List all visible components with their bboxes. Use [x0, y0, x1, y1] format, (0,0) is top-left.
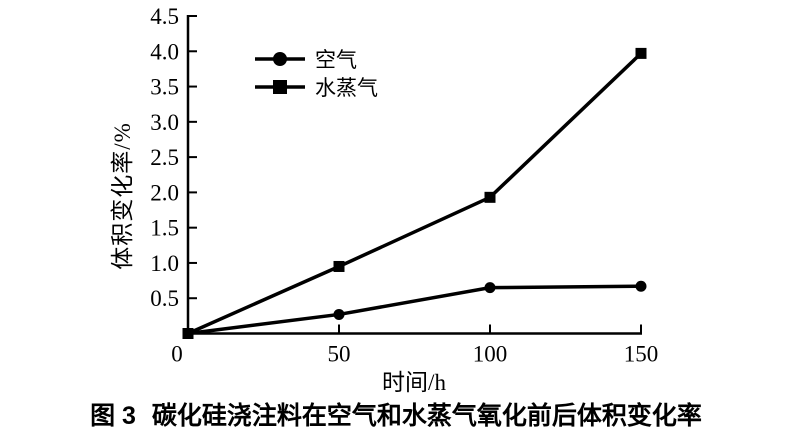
data-point-marker — [484, 282, 496, 294]
data-point-marker — [635, 280, 647, 292]
series-line-空气 — [187, 284, 642, 336]
y-tick-label: 1.5 — [150, 216, 179, 241]
legend-square-marker-icon — [254, 75, 306, 99]
data-point-marker — [333, 308, 345, 320]
x-tick-label: 150 — [624, 342, 659, 367]
y-tick-label: 1.0 — [150, 251, 179, 276]
figure-caption-text: 碳化硅浇注料在空气和水蒸气氧化前后体积变化率 — [151, 402, 702, 430]
legend-label-air: 空气 — [315, 48, 357, 72]
y-tick-label: 0.5 — [150, 286, 179, 311]
data-point-marker — [635, 47, 647, 59]
legend-item-steam: 水蒸气 — [254, 73, 378, 101]
legend: 空气 水蒸气 — [254, 45, 378, 101]
series-line-水蒸气 — [187, 52, 643, 336]
figure-caption: 图 3 碳化硅浇注料在空气和水蒸气氧化前后体积变化率 — [0, 396, 792, 432]
y-tick-label: 2.5 — [150, 145, 179, 170]
data-point-marker — [484, 191, 496, 203]
y-tick-label: 2.0 — [150, 180, 179, 205]
data-point-marker — [182, 328, 194, 339]
x-tick-label: 100 — [473, 342, 508, 367]
data-point-marker — [333, 260, 345, 272]
legend-swatch-line — [255, 52, 305, 66]
x-tick-label: 50 — [328, 342, 351, 367]
y-tick-label: 3.5 — [150, 75, 179, 100]
legend-circle-marker-icon — [254, 47, 306, 71]
figure-number: 图 3 — [90, 402, 136, 430]
x-axis-title: 时间/h — [382, 370, 446, 395]
legend-label-steam: 水蒸气 — [315, 76, 378, 100]
y-tick-label: 3.0 — [150, 110, 179, 135]
y-tick-label: 4.5 — [150, 4, 179, 29]
legend-item-air: 空气 — [254, 45, 378, 73]
legend-swatch-line — [255, 80, 305, 94]
y-axis-title: 体积变化率/% — [110, 122, 135, 270]
y-tick-label: 4.0 — [150, 39, 179, 64]
x-tick-label: 0 — [171, 342, 183, 367]
